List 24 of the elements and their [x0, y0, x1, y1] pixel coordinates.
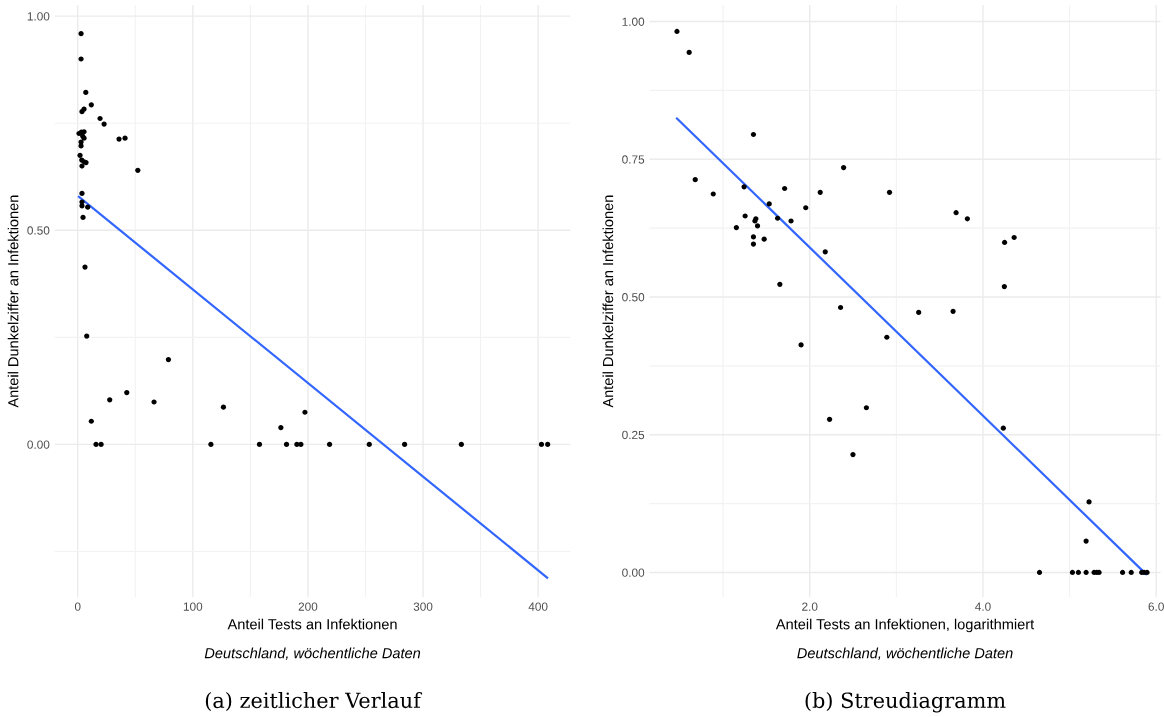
x-axis-title: Anteil Tests an Infektionen, logarithmiert [775, 618, 1035, 633]
text: Deutschland, wöchentliche Daten [797, 647, 1013, 661]
y-tick-label: 0.75 [622, 155, 645, 164]
x-tick-label: 6.0 [1148, 602, 1164, 611]
x-tick-label: 400 [528, 602, 548, 611]
y-tick-label: 0.00 [622, 568, 645, 577]
text: (a) zeitlicher Verlauf [205, 692, 423, 712]
y-tick-label: 0.25 [622, 430, 645, 440]
x-axis-title: Anteil Tests an Infektionen [227, 618, 397, 630]
x-tick-label: 2.0 [802, 602, 818, 611]
y-tick-label: 1.00 [622, 17, 645, 26]
y-tick-label: 0.50 [27, 226, 50, 235]
text: (b) Streudiagramm [805, 692, 1006, 713]
y-tick-label: 0.50 [622, 293, 645, 302]
x-tick-label: 300 [413, 602, 433, 611]
x-tick-label: 0 [74, 602, 81, 611]
y-tick-label: 0.00 [27, 440, 50, 449]
text: Deutschland, wöchentliche Daten [204, 647, 421, 661]
y-tick-label: 1.00 [27, 12, 50, 21]
x-tick-label: 4.0 [975, 602, 991, 611]
y-axis-title: Anteil Dunkelziffer an Infektionen [7, 195, 19, 408]
x-tick-label: 100 [183, 602, 203, 611]
x-tick-label: 200 [298, 602, 318, 611]
y-axis-title: Anteil Dunkelziffer an Infektionen [602, 195, 614, 408]
